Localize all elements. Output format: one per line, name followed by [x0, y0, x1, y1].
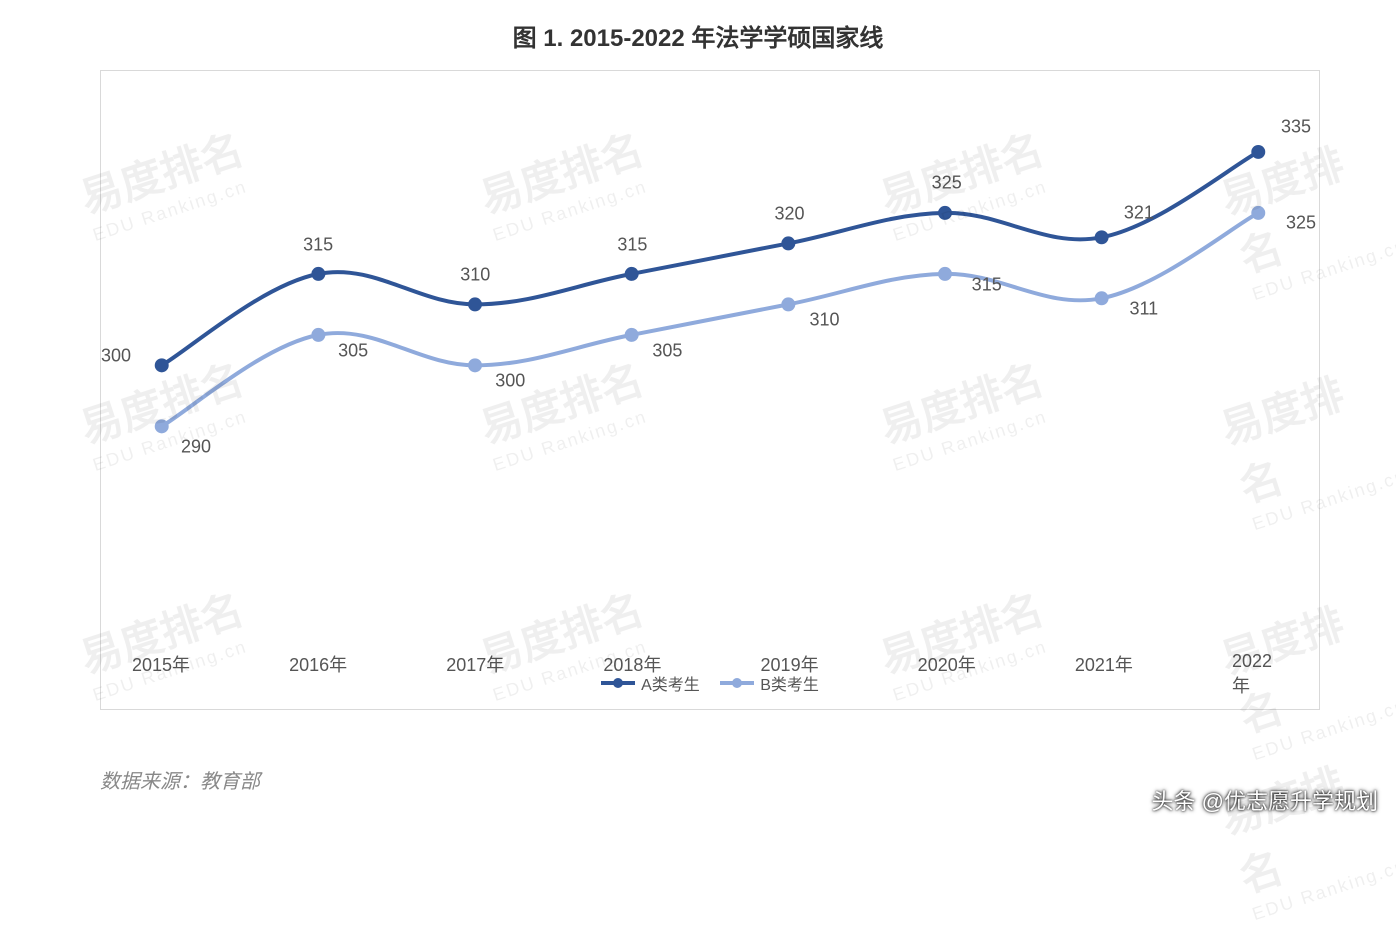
- data-label: 315: [972, 274, 1002, 295]
- data-label: 305: [338, 340, 368, 361]
- series-marker: [155, 419, 169, 433]
- watermark: 易度排名EDU Ranking.cn: [1212, 738, 1396, 925]
- series-marker: [1251, 206, 1265, 220]
- data-label: 315: [303, 234, 333, 255]
- data-label: 310: [460, 265, 490, 286]
- data-label: 325: [1286, 213, 1316, 234]
- series-marker: [781, 297, 795, 311]
- series-marker: [1095, 291, 1109, 305]
- series-marker: [938, 267, 952, 281]
- data-label: 320: [775, 203, 805, 224]
- chart-title: 图 1. 2015-2022 年法学学硕国家线: [0, 0, 1396, 53]
- data-label: 290: [181, 437, 211, 458]
- plot-area: 2015年2016年2017年2018年2019年2020年2021年2022年…: [100, 70, 1320, 710]
- data-label: 325: [932, 173, 962, 194]
- series-marker: [1095, 230, 1109, 244]
- legend-item-b: B类考生: [720, 671, 819, 695]
- legend-label-b: B类考生: [760, 671, 819, 695]
- series-marker: [155, 358, 169, 372]
- data-label: 311: [1129, 299, 1158, 320]
- series-marker: [781, 236, 795, 250]
- legend-swatch-b: [720, 681, 754, 685]
- line-series-svg: [101, 71, 1319, 709]
- data-label: 305: [652, 340, 682, 361]
- legend-label-a: A类考生: [641, 671, 700, 695]
- series-marker: [625, 267, 639, 281]
- data-label: 321: [1124, 202, 1154, 223]
- series-marker: [468, 358, 482, 372]
- legend-item-a: A类考生: [601, 671, 700, 695]
- source-label: 数据来源：教育部: [100, 765, 260, 794]
- data-label: 300: [495, 371, 525, 392]
- data-label: 335: [1281, 117, 1311, 138]
- data-label: 315: [617, 234, 647, 255]
- legend: A类考生 B类考生: [101, 671, 1319, 695]
- series-marker: [468, 297, 482, 311]
- series-marker: [625, 328, 639, 342]
- data-label: 300: [101, 346, 131, 367]
- series-marker: [1251, 145, 1265, 159]
- attribution-label: 头条 @优志愿升学规划: [1152, 784, 1378, 816]
- series-marker: [311, 267, 325, 281]
- legend-swatch-a: [601, 681, 635, 685]
- data-label: 310: [810, 310, 840, 331]
- series-marker: [938, 206, 952, 220]
- series-marker: [311, 328, 325, 342]
